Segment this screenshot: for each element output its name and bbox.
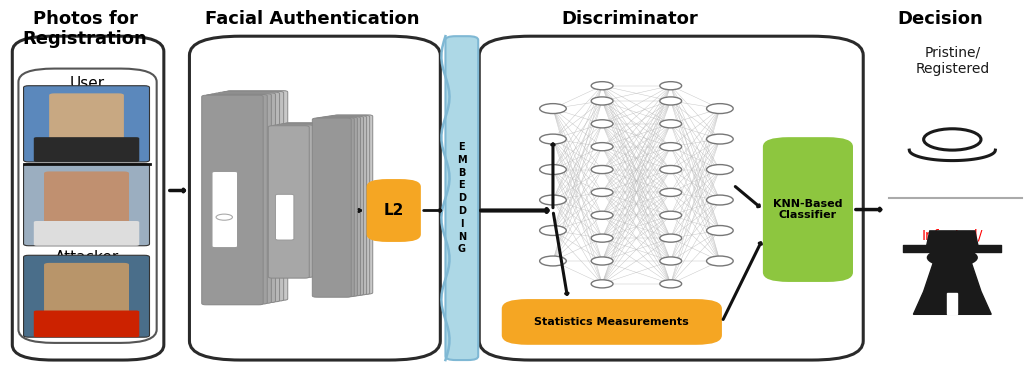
- FancyBboxPatch shape: [281, 123, 322, 276]
- Circle shape: [540, 256, 566, 266]
- FancyBboxPatch shape: [24, 86, 150, 162]
- Circle shape: [927, 248, 978, 267]
- Polygon shape: [927, 231, 978, 245]
- Text: 256 x 25: 256 x 25: [613, 315, 659, 325]
- Circle shape: [707, 195, 733, 205]
- FancyBboxPatch shape: [44, 263, 129, 318]
- FancyBboxPatch shape: [226, 91, 288, 300]
- Circle shape: [591, 82, 613, 90]
- Text: Attacker: Attacker: [55, 250, 119, 264]
- Polygon shape: [913, 261, 991, 314]
- FancyBboxPatch shape: [214, 93, 275, 303]
- FancyBboxPatch shape: [202, 95, 263, 305]
- Text: Pristine/
Registered: Pristine/ Registered: [915, 46, 989, 76]
- FancyBboxPatch shape: [367, 179, 421, 242]
- Circle shape: [540, 104, 566, 114]
- Circle shape: [659, 188, 682, 197]
- FancyBboxPatch shape: [318, 117, 357, 296]
- Circle shape: [591, 234, 613, 242]
- Text: Discriminator: Discriminator: [561, 10, 698, 27]
- FancyBboxPatch shape: [272, 125, 313, 277]
- Circle shape: [659, 280, 682, 288]
- FancyBboxPatch shape: [334, 115, 373, 294]
- FancyBboxPatch shape: [312, 118, 351, 297]
- FancyBboxPatch shape: [322, 117, 360, 296]
- FancyBboxPatch shape: [18, 69, 157, 343]
- Polygon shape: [947, 293, 957, 314]
- Circle shape: [707, 165, 733, 174]
- Circle shape: [659, 142, 682, 151]
- Circle shape: [659, 165, 682, 174]
- FancyBboxPatch shape: [331, 115, 370, 295]
- Circle shape: [659, 257, 682, 265]
- FancyBboxPatch shape: [189, 36, 440, 360]
- FancyBboxPatch shape: [276, 124, 317, 277]
- FancyBboxPatch shape: [24, 255, 150, 337]
- Circle shape: [540, 195, 566, 205]
- FancyBboxPatch shape: [206, 94, 267, 304]
- FancyBboxPatch shape: [328, 116, 367, 295]
- Circle shape: [707, 256, 733, 266]
- FancyBboxPatch shape: [212, 171, 238, 248]
- FancyBboxPatch shape: [34, 311, 139, 337]
- Text: Statistics Measurements: Statistics Measurements: [535, 317, 689, 327]
- FancyBboxPatch shape: [763, 137, 853, 282]
- FancyBboxPatch shape: [49, 93, 124, 147]
- Text: Facial Authentication: Facial Authentication: [205, 10, 420, 27]
- Circle shape: [591, 280, 613, 288]
- FancyBboxPatch shape: [445, 36, 478, 360]
- Text: Photos for
Registration: Photos for Registration: [23, 10, 147, 48]
- Text: n x 128: n x 128: [534, 304, 572, 314]
- FancyBboxPatch shape: [34, 221, 139, 246]
- Circle shape: [707, 104, 733, 114]
- Circle shape: [707, 226, 733, 235]
- FancyBboxPatch shape: [479, 36, 863, 360]
- FancyBboxPatch shape: [315, 118, 354, 297]
- Circle shape: [591, 97, 613, 105]
- Text: E
M
B
E
D
D
I
N
G: E M B E D D I N G: [457, 142, 467, 255]
- FancyBboxPatch shape: [218, 92, 280, 302]
- FancyBboxPatch shape: [44, 171, 129, 231]
- Circle shape: [591, 165, 613, 174]
- Circle shape: [591, 188, 613, 197]
- Circle shape: [591, 211, 613, 219]
- Circle shape: [659, 82, 682, 90]
- Circle shape: [659, 97, 682, 105]
- Text: User: User: [70, 76, 104, 91]
- Text: KNN-Based
Classifier: KNN-Based Classifier: [773, 199, 843, 220]
- Circle shape: [540, 134, 566, 144]
- FancyBboxPatch shape: [210, 94, 271, 303]
- Text: Decision: Decision: [897, 10, 983, 27]
- FancyBboxPatch shape: [285, 123, 326, 275]
- FancyBboxPatch shape: [222, 91, 284, 301]
- Circle shape: [591, 257, 613, 265]
- FancyBboxPatch shape: [275, 194, 294, 240]
- Circle shape: [707, 134, 733, 144]
- Circle shape: [591, 120, 613, 128]
- Circle shape: [659, 234, 682, 242]
- FancyBboxPatch shape: [502, 299, 722, 345]
- Circle shape: [540, 165, 566, 174]
- Circle shape: [591, 142, 613, 151]
- Text: L2: L2: [384, 203, 403, 218]
- FancyBboxPatch shape: [12, 36, 164, 360]
- Circle shape: [540, 226, 566, 235]
- FancyBboxPatch shape: [24, 164, 150, 246]
- FancyBboxPatch shape: [325, 116, 364, 295]
- Text: Infected/
Alarm: Infected/ Alarm: [922, 229, 983, 259]
- FancyBboxPatch shape: [268, 126, 309, 278]
- Circle shape: [659, 211, 682, 219]
- FancyBboxPatch shape: [34, 137, 139, 162]
- Circle shape: [659, 120, 682, 128]
